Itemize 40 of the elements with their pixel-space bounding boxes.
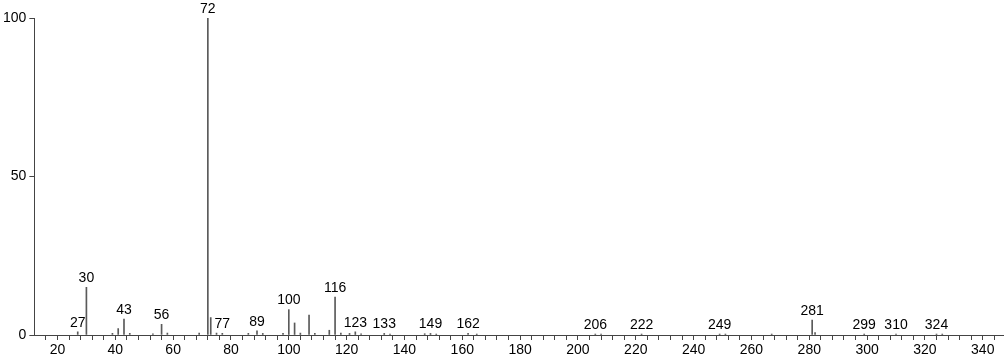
annotation: 249 (707, 315, 732, 332)
annotation: 100 (277, 291, 301, 308)
annotation: 30 (78, 269, 95, 286)
annotation: 222 (629, 315, 654, 332)
annotation: 89 (249, 312, 265, 329)
x-tick-label: 240 (681, 340, 706, 357)
x-tick-label: 140 (392, 340, 417, 357)
x-tick-label: 20 (49, 340, 66, 357)
x-tick-label: 280 (797, 340, 822, 357)
annotation: 43 (116, 301, 132, 318)
annotation: 56 (153, 306, 170, 323)
x-tick-label: 200 (566, 340, 590, 357)
y-tick-label: 0 (18, 325, 27, 342)
annotation: 72 (200, 0, 216, 16)
annotation: 299 (852, 315, 877, 332)
annotation: 162 (456, 315, 480, 332)
x-tick-label: 40 (107, 340, 124, 357)
x-tick-label: 100 (277, 340, 301, 357)
x-tick-label: 260 (739, 340, 764, 357)
annotation: 310 (884, 315, 908, 332)
x-tick-label: 320 (913, 340, 937, 357)
x-tick-label: 340 (971, 340, 995, 357)
x-tick-label: 60 (165, 340, 182, 357)
x-tick-label: 300 (855, 340, 879, 357)
annotation: 281 (800, 301, 825, 318)
y-tick-label: 50 (10, 167, 27, 184)
x-tick-label: 80 (223, 340, 239, 357)
annotation: 116 (323, 278, 347, 295)
x-tick-label: 220 (624, 340, 648, 357)
x-tick-label: 120 (334, 340, 359, 357)
annotation: 206 (583, 315, 608, 332)
annotation: 133 (372, 315, 397, 332)
annotation: 27 (69, 313, 86, 330)
y-tick-label: 100 (3, 8, 27, 25)
annotation: 123 (343, 313, 368, 330)
x-tick-label: 160 (450, 340, 475, 357)
annotation: 149 (418, 315, 443, 332)
annotation: 324 (924, 315, 949, 332)
x-tick-label: 180 (508, 340, 533, 357)
annotation: 77 (214, 315, 231, 332)
